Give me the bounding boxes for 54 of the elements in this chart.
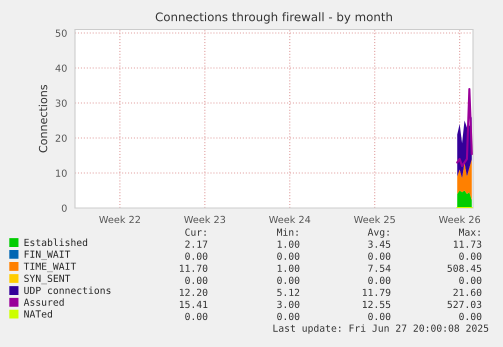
text: Max: <box>458 228 480 236</box>
text: 0.00 <box>185 276 208 284</box>
text: 1.00 <box>278 264 300 272</box>
text: 0.00 <box>277 312 300 320</box>
chart-title: Connections through firewall - by month <box>156 12 392 24</box>
line-series <box>456 88 473 168</box>
text: Cur: <box>185 228 206 236</box>
text: 0.00 <box>368 276 390 284</box>
text: 0.00 <box>459 276 482 284</box>
text: Avg: <box>368 228 389 238</box>
text: 0.00 <box>368 312 390 320</box>
y-tick-label: 0 <box>62 204 67 212</box>
legend-label: SYN_SENT <box>24 274 70 284</box>
text: 15.41 <box>180 300 208 308</box>
y-axis-title: Connections <box>38 84 48 152</box>
text: Last update: Fri Jun 27 20:00:08 2025 <box>273 324 488 334</box>
y-tick-label: 20 <box>56 134 67 142</box>
text: Min: <box>276 228 298 236</box>
legend-label: NATed <box>24 310 52 318</box>
x-tick-label: Week 22 <box>99 216 140 224</box>
x-tick-label: Week 24 <box>269 216 310 224</box>
y-tick-label: 50 <box>56 29 67 37</box>
text: 12.55 <box>362 300 390 308</box>
text: 2.17 <box>185 240 208 248</box>
text: 21.60 <box>453 288 482 296</box>
x-tick-label: Week 25 <box>354 216 395 224</box>
text: 0.00 <box>459 252 482 260</box>
text: 5.12 <box>277 288 300 296</box>
legend-label: UDP connections <box>24 286 110 294</box>
text: 11.70 <box>180 264 208 272</box>
text: 0.00 <box>368 252 390 260</box>
x-tick-label: Week 26 <box>438 216 480 224</box>
legend-label: Established <box>24 238 88 246</box>
text: 0.00 <box>459 312 482 320</box>
text: 1.00 <box>278 240 300 248</box>
text: 3.45 <box>368 240 390 248</box>
y-tick-label: 40 <box>55 64 67 72</box>
text: 12.20 <box>180 288 208 296</box>
legend-label: TIME_WAIT <box>24 262 76 272</box>
x-tick-label: Week 23 <box>184 216 226 224</box>
y-tick-label: 30 <box>56 99 67 107</box>
text: 527.03 <box>448 300 482 308</box>
legend-label: FIN_WAIT <box>24 250 70 260</box>
text: 3.00 <box>277 300 300 308</box>
text: 0.00 <box>277 276 300 284</box>
text: 0.00 <box>277 252 300 260</box>
y-tick-label: 10 <box>56 169 67 177</box>
text: 0.00 <box>185 312 208 320</box>
legend-label: Assured <box>24 298 64 306</box>
text: 11.73 <box>454 240 482 248</box>
text: 11.79 <box>362 288 390 296</box>
text: 0.00 <box>185 252 208 260</box>
text: 7.54 <box>368 264 391 272</box>
text: 508.45 <box>448 264 482 272</box>
